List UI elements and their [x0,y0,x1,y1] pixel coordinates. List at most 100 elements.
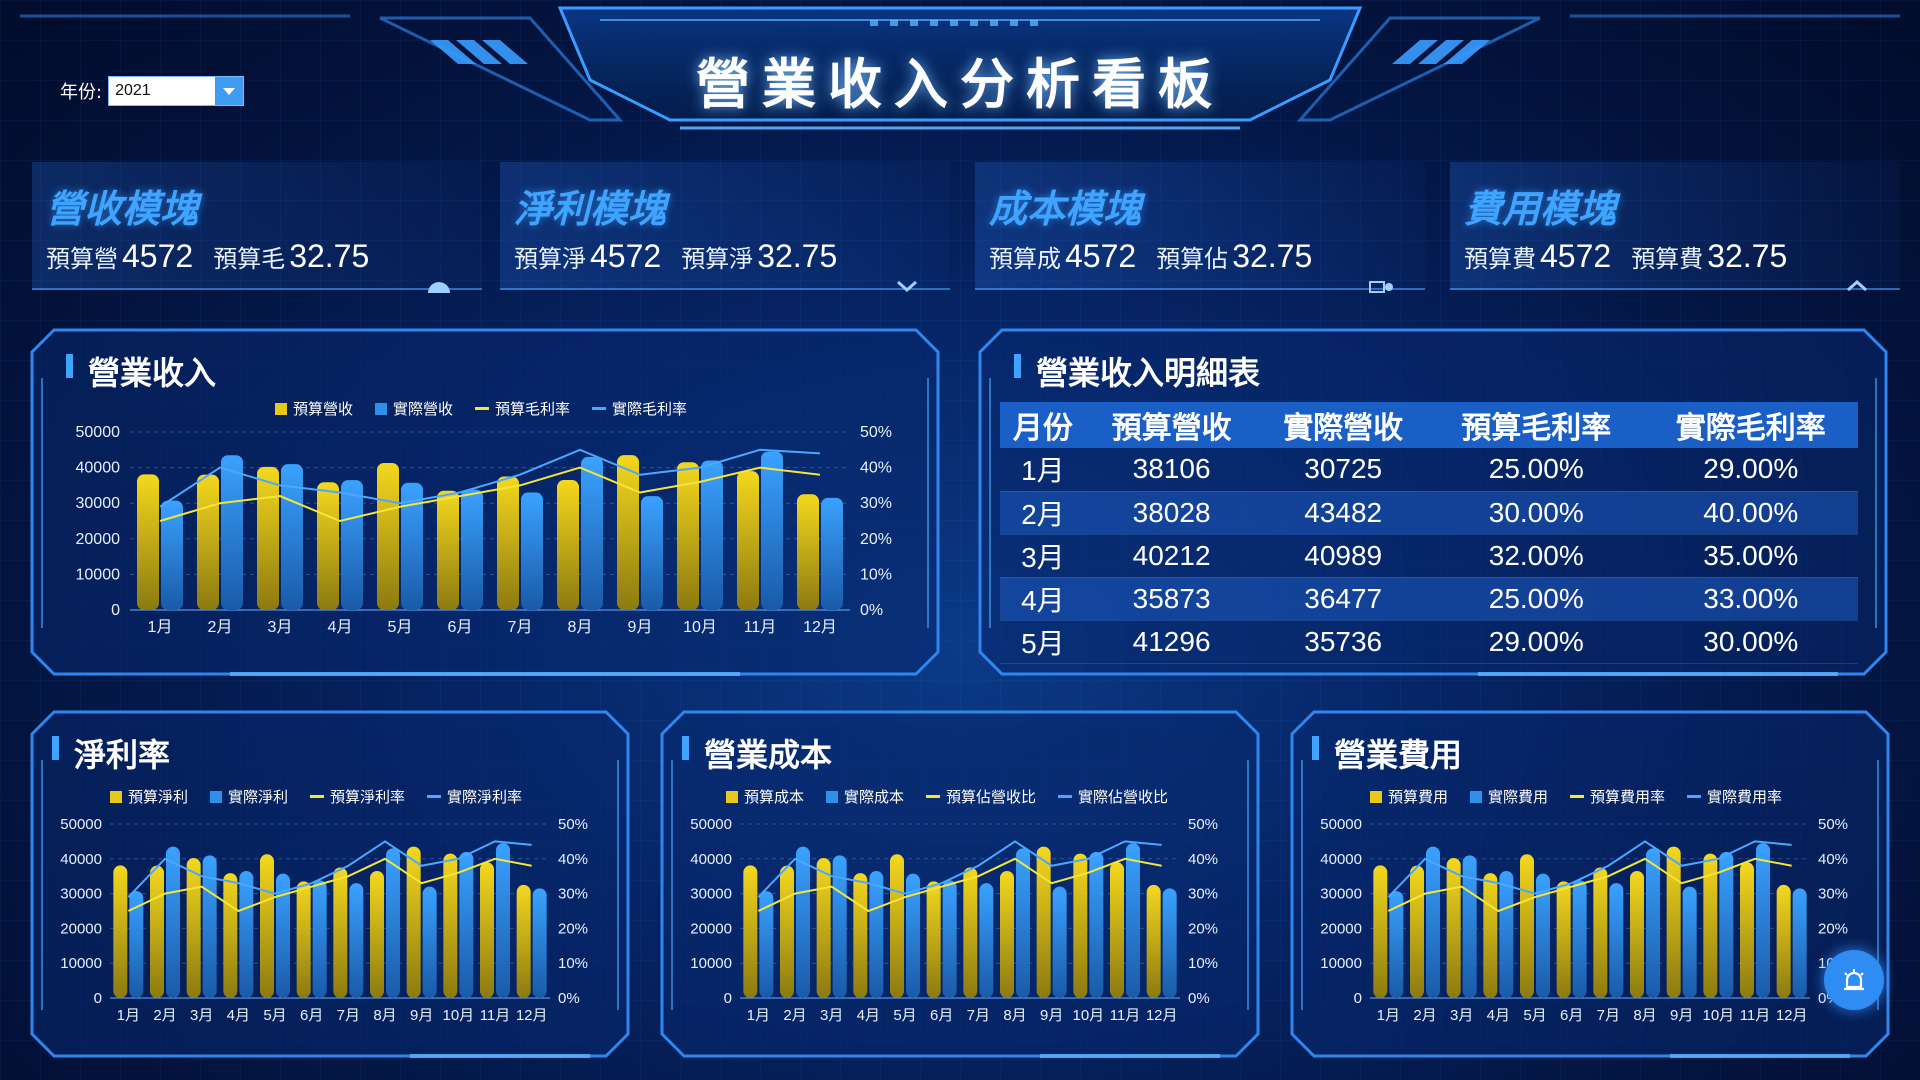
bar [1146,884,1161,998]
bar [1666,846,1681,998]
series-line [159,448,821,508]
column-header[interactable]: 實際毛利率 [1643,402,1858,448]
legend-item[interactable]: 預算成本 [726,786,804,807]
y-tick-label: 40000 [60,851,102,868]
x-tick-label: 5月 [388,619,413,636]
bar [1630,870,1644,998]
bar [257,466,279,610]
chevron-down-icon [897,280,917,293]
year-label: 年份: [60,82,103,103]
x-tick-label: 9月 [410,1007,433,1024]
legend-item[interactable]: 實際毛利率 [592,398,687,419]
legend-item[interactable]: 預算淨利率 [310,786,405,807]
legend-item[interactable]: 預算淨利 [110,786,188,807]
bar [377,462,399,610]
bar [281,464,303,610]
y-tick-label: 10000 [60,955,102,972]
bar [737,471,759,610]
y2-tick-label: 50% [1818,816,1848,833]
y-tick-label: 20000 [690,920,732,937]
legend-item[interactable]: 實際淨利率 [427,786,522,807]
x-tick-label: 6月 [300,1007,323,1024]
chevron-down-icon[interactable] [215,77,244,105]
bar [677,462,699,610]
table-row[interactable]: 1月 38106 30725 25.00% 29.00% [1000,448,1858,492]
bar [1110,862,1124,998]
series-line [159,466,821,523]
chart-legend: 預算淨利 實際淨利 預算淨利率 實際淨利率 [110,786,522,807]
legend-item[interactable]: 預算營收 [275,398,353,419]
x-tick-label: 10月 [442,1007,474,1024]
legend-item[interactable]: 實際費用 [1470,786,1548,807]
y2-tick-label: 50% [1188,816,1218,833]
cost-panel: 營業成本 預算成本 實際成本 預算佔營收比 實際佔營收比 0 10000 20000… [660,710,1260,1058]
bar [260,854,274,998]
bar [129,891,144,998]
y2-tick-label: 30% [558,886,588,903]
alarm-button[interactable] [1824,950,1884,1010]
y2-tick-label: 40% [558,851,588,868]
legend-item[interactable]: 預算毛利率 [475,398,570,419]
bar [1740,862,1754,998]
y-tick-label: 40000 [1320,851,1362,868]
column-header[interactable]: 月份 [1000,402,1086,448]
table-row[interactable]: 2月 38028 43482 30.00% 40.00% [1000,491,1858,535]
panel-title: 淨利率 [52,730,170,776]
legend-item[interactable]: 預算佔營收比 [926,786,1036,807]
x-tick-label: 5月 [893,1007,916,1024]
bar [1000,870,1014,998]
x-tick-label: 10月 [1702,1007,1734,1024]
legend-item[interactable]: 實際費用率 [1687,786,1782,807]
table-cell: 36477 [1257,577,1429,621]
y-tick-label: 0 [94,990,102,1007]
table-row[interactable]: 4月 35873 36477 25.00% 33.00% [1000,577,1858,621]
bar [521,492,543,610]
panel-title: 營業收入 [66,348,216,394]
table-cell: 35736 [1257,620,1429,664]
bar [1373,865,1388,998]
legend-item[interactable]: 預算費用 [1370,786,1448,807]
x-tick-label: 4月 [227,1007,250,1024]
table-row[interactable]: 3月 40212 40989 32.00% 35.00% [1000,534,1858,578]
bar [443,853,458,998]
y-tick-label: 20000 [1320,920,1362,937]
table-row[interactable]: 5月 41296 35736 29.00% 30.00% [1000,620,1858,664]
year-select[interactable]: 2021 [108,76,245,106]
x-tick-label: 5月 [263,1007,286,1024]
column-header[interactable]: 預算營收 [1085,402,1258,448]
table-cell: 40212 [1085,534,1258,578]
x-tick-label: 9月 [628,619,653,636]
legend-item[interactable]: 實際成本 [826,786,904,807]
bar [221,455,243,610]
kpi-label: 預算成 [989,245,1061,273]
column-header[interactable]: 實際營收 [1257,402,1429,448]
panel-frame [30,710,630,1058]
table-cell: 40989 [1257,534,1429,578]
kpi-title: 成本模塊 [989,187,1142,231]
kpi-label: 預算費 [1464,245,1536,273]
bar [1483,873,1498,998]
bar [890,854,904,998]
y-tick-label: 20000 [60,920,102,937]
y2-tick-label: 0% [1188,990,1210,1007]
kpi-label: 預算毛 [213,245,286,273]
x-tick-label: 2月 [1413,1007,1436,1024]
bar [161,500,183,610]
panel-title: 營業費用 [1312,730,1462,776]
legend-item[interactable]: 實際佔營收比 [1058,786,1168,807]
legend-item[interactable]: 實際淨利 [210,786,288,807]
kpi-net-profit-module: 淨利模塊 預算淨 4572 預算淨 32.75 [500,162,950,293]
legend-item[interactable]: 預算費用率 [1570,786,1665,807]
bar [759,891,774,998]
y-tick-label: 50000 [60,816,102,833]
x-tick-label: 11月 [480,1007,511,1024]
y-tick-label: 30000 [1320,886,1362,903]
column-header[interactable]: 預算毛利率 [1428,402,1644,448]
bar [370,870,384,998]
legend-item[interactable]: 實際營收 [375,398,453,419]
kpi-value: 4572 [1065,238,1137,274]
alarm-icon [1844,969,1864,991]
kpi-value: 32.75 [757,238,838,274]
bar [1556,881,1571,998]
bar [480,862,494,998]
